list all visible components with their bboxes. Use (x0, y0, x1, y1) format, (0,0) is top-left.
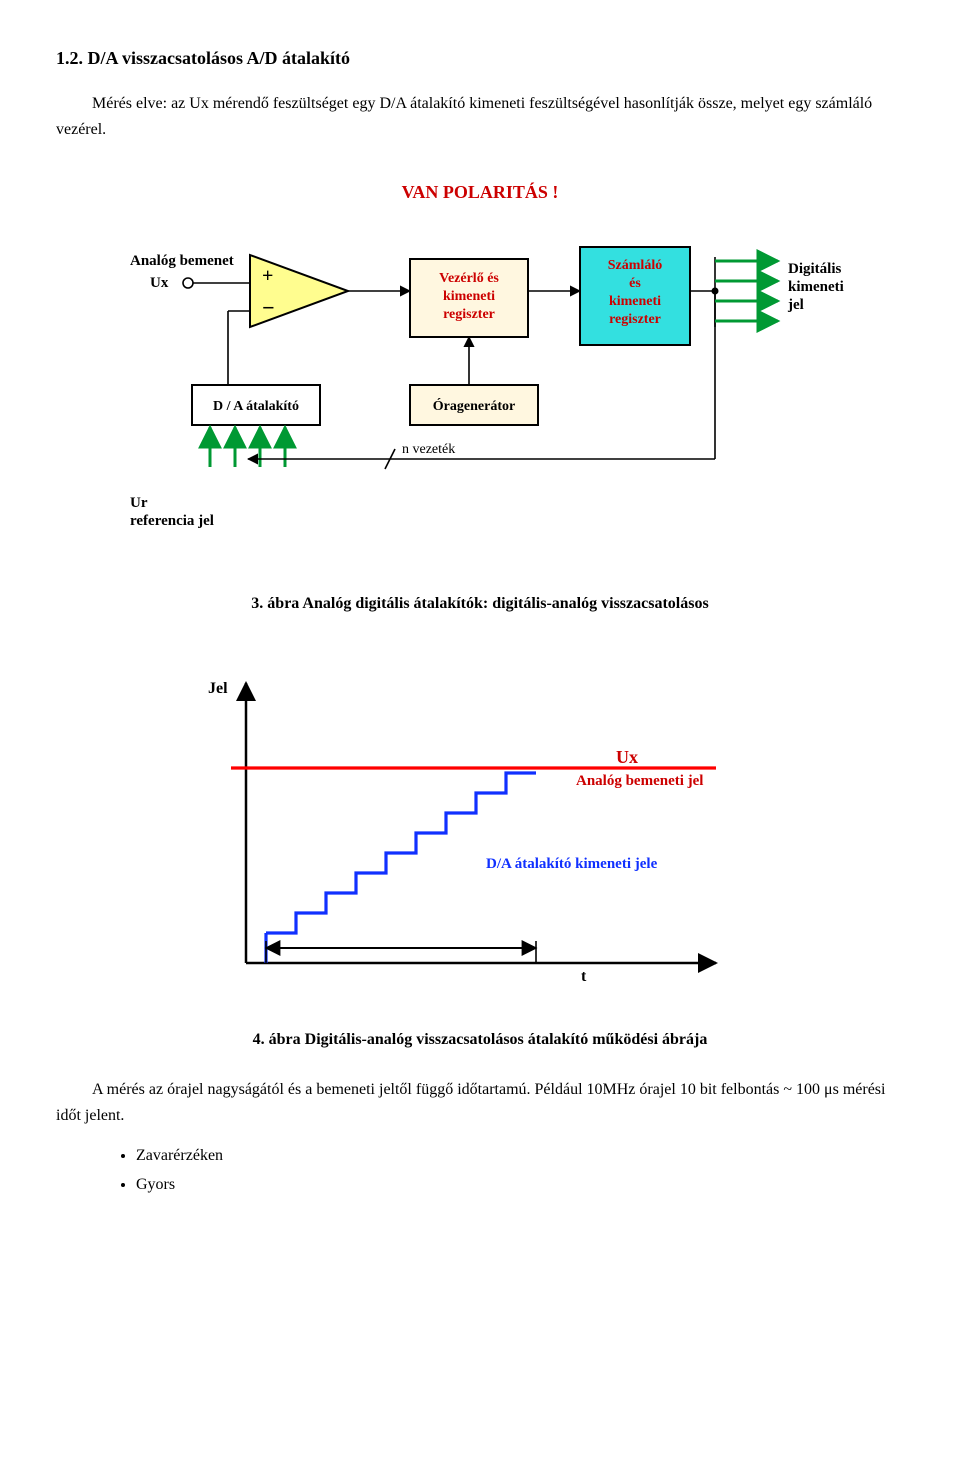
svg-text:kimeneti: kimeneti (609, 294, 661, 309)
svg-text:n vezeték: n vezeték (402, 442, 455, 457)
svg-text:Analóg bemenet: Analóg bemenet (130, 253, 234, 269)
svg-text:jel: jel (787, 297, 804, 313)
svg-text:kimeneti: kimeneti (788, 279, 844, 295)
figure-3-block-diagram: Analóg bemenet Ux + − Vezérlő és kimenet… (110, 227, 850, 567)
svg-text:regiszter: regiszter (609, 312, 661, 327)
svg-text:Vezérlő és: Vezérlő és (439, 271, 499, 286)
svg-text:Óragenerátor: Óragenerátor (433, 397, 515, 414)
bullet-item: Zavarérzéken (136, 1142, 904, 1171)
polaritas-heading: VAN POLARITÁS ! (56, 182, 904, 203)
svg-text:D / A átalakító: D / A átalakító (213, 399, 299, 414)
svg-text:D/A átalakító kimeneti jele: D/A átalakító kimeneti jele (486, 856, 658, 872)
svg-text:Analóg bemeneti jel: Analóg bemeneti jel (576, 773, 703, 789)
svg-text:Ur: Ur (130, 495, 148, 511)
paragraph-conclusion: A mérés az órajel nagyságától és a bemen… (56, 1077, 904, 1128)
figure-3-caption: 3. ábra Analóg digitális átalakítók: dig… (56, 595, 904, 613)
svg-text:referencia jel: referencia jel (130, 513, 214, 529)
bullet-list: Zavarérzéken Gyors (136, 1142, 904, 1200)
svg-text:−: − (262, 295, 275, 320)
figure-4-step-chart: Jel t Ux Analóg bemeneti jel D/A átalakí… (176, 663, 776, 1003)
svg-text:t: t (581, 968, 587, 985)
svg-text:Jel: Jel (208, 680, 228, 697)
svg-text:+: + (262, 265, 273, 287)
svg-text:Számláló: Számláló (608, 258, 662, 273)
svg-text:Ux: Ux (616, 747, 638, 767)
figure-4-caption: 4. ábra Digitális-analóg visszacsatoláso… (56, 1031, 904, 1049)
svg-text:Ux: Ux (150, 275, 169, 291)
svg-text:Digitális: Digitális (788, 261, 841, 277)
paragraph-intro: Mérés elve: az Ux mérendő feszültséget e… (56, 91, 904, 142)
svg-text:regiszter: regiszter (443, 307, 495, 322)
svg-text:és: és (629, 276, 641, 291)
bullet-item: Gyors (136, 1171, 904, 1200)
section-heading: 1.2. D/A visszacsatolásos A/D átalakító (56, 48, 904, 69)
svg-text:kimeneti: kimeneti (443, 289, 495, 304)
